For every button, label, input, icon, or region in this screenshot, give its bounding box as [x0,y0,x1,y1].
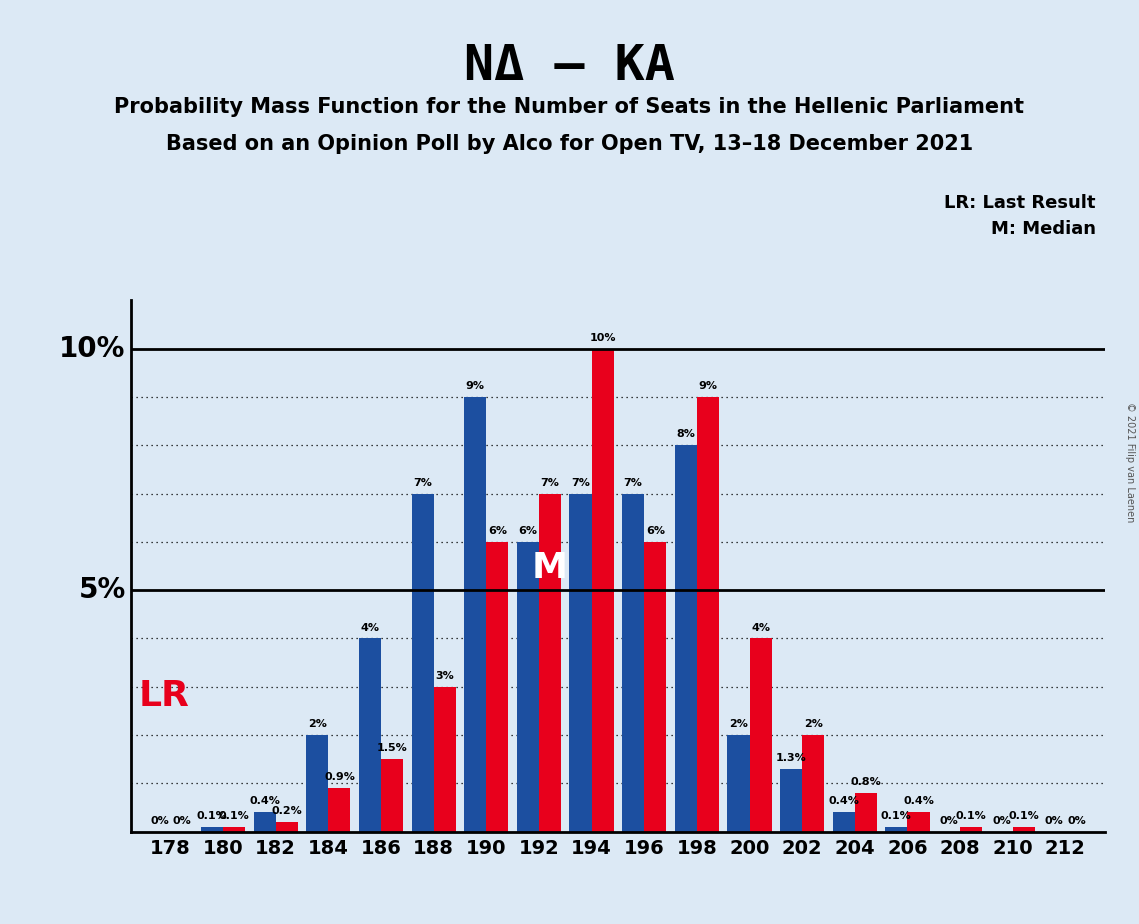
Bar [486,541,508,832]
Bar [382,760,403,832]
Text: 0%: 0% [1067,816,1085,826]
Bar [749,638,771,832]
Text: 0.4%: 0.4% [249,796,280,807]
Bar [570,493,591,832]
Text: 1.3%: 1.3% [776,753,806,763]
Bar [591,348,614,832]
Text: 0.1%: 0.1% [219,811,249,821]
Text: NΔ – KA: NΔ – KA [464,42,675,90]
Text: 1.5%: 1.5% [377,743,408,753]
Text: 4%: 4% [751,623,770,633]
Text: 0%: 0% [940,816,958,826]
Text: M: M [532,552,568,585]
Text: 0%: 0% [150,816,169,826]
Bar [780,769,802,832]
Text: 0.4%: 0.4% [828,796,859,807]
Text: 7%: 7% [624,478,642,488]
Text: 7%: 7% [571,478,590,488]
Bar [465,397,486,832]
Text: 7%: 7% [541,478,559,488]
Text: 0.4%: 0.4% [903,796,934,807]
Text: 4%: 4% [360,623,379,633]
Text: 0.2%: 0.2% [271,806,302,816]
Text: 3%: 3% [435,671,454,681]
Bar [200,827,223,832]
Bar [434,687,456,832]
Bar [517,541,539,832]
Bar [854,793,877,832]
Text: 9%: 9% [466,381,485,391]
Text: 0%: 0% [992,816,1011,826]
Text: 6%: 6% [646,526,665,536]
Text: © 2021 Filip van Laenen: © 2021 Filip van Laenen [1125,402,1134,522]
Bar [411,493,434,832]
Bar [697,397,719,832]
Text: M: Median: M: Median [991,220,1096,237]
Bar [885,827,908,832]
Text: 10%: 10% [589,333,616,343]
Bar [223,827,245,832]
Text: Probability Mass Function for the Number of Seats in the Hellenic Parliament: Probability Mass Function for the Number… [115,97,1024,117]
Bar [276,822,298,832]
Bar [645,541,666,832]
Text: 10%: 10% [59,334,125,362]
Text: 0.9%: 0.9% [323,772,355,783]
Text: 8%: 8% [677,430,695,440]
Bar [728,735,749,832]
Bar [328,788,351,832]
Text: LR: Last Result: LR: Last Result [944,194,1096,212]
Bar [908,812,929,832]
Bar [1013,827,1035,832]
Text: 0%: 0% [1044,816,1064,826]
Text: 9%: 9% [698,381,718,391]
Text: 2%: 2% [308,719,327,729]
Bar [359,638,382,832]
Text: 2%: 2% [729,719,748,729]
Text: 0.1%: 0.1% [1008,811,1039,821]
Text: LR: LR [139,679,190,713]
Text: 0.1%: 0.1% [880,811,911,821]
Text: 0%: 0% [172,816,191,826]
Bar [833,812,854,832]
Bar [960,827,982,832]
Bar [674,445,697,832]
Text: 6%: 6% [487,526,507,536]
Text: Based on an Opinion Poll by Alco for Open TV, 13–18 December 2021: Based on an Opinion Poll by Alco for Ope… [166,134,973,154]
Text: 0.8%: 0.8% [851,777,882,787]
Bar [539,493,562,832]
Text: 0.1%: 0.1% [197,811,228,821]
Bar [622,493,645,832]
Text: 0.1%: 0.1% [956,811,986,821]
Text: 7%: 7% [413,478,432,488]
Text: 2%: 2% [804,719,822,729]
Bar [802,735,825,832]
Bar [254,812,276,832]
Bar [306,735,328,832]
Text: 5%: 5% [79,576,125,604]
Text: 6%: 6% [518,526,538,536]
